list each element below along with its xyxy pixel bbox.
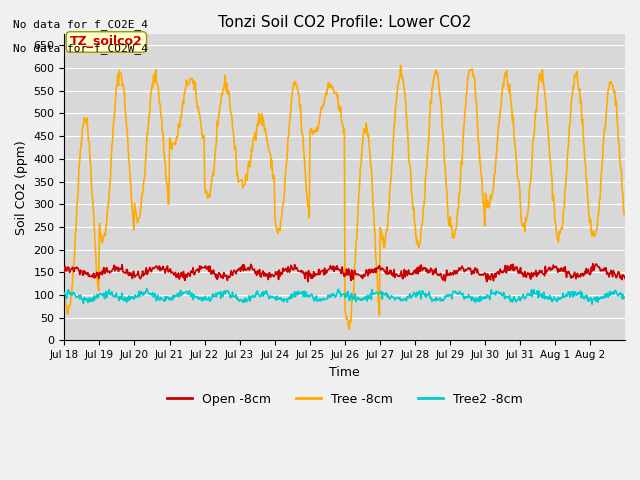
Text: No data for f_CO2E_4: No data for f_CO2E_4 (13, 19, 148, 30)
Text: TZ_soilco2: TZ_soilco2 (70, 36, 143, 48)
Y-axis label: Soil CO2 (ppm): Soil CO2 (ppm) (15, 140, 28, 235)
Title: Tonzi Soil CO2 Profile: Lower CO2: Tonzi Soil CO2 Profile: Lower CO2 (218, 15, 472, 30)
Legend: Open -8cm, Tree -8cm, Tree2 -8cm: Open -8cm, Tree -8cm, Tree2 -8cm (162, 388, 527, 411)
Text: No data for f_CO2W_4: No data for f_CO2W_4 (13, 43, 148, 54)
X-axis label: Time: Time (330, 366, 360, 379)
